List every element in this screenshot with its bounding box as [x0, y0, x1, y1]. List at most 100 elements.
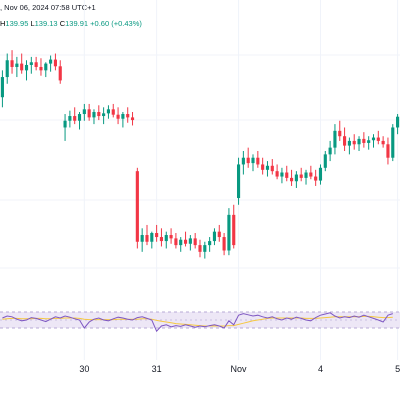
candle-body: [352, 140, 356, 145]
candle-body: [270, 165, 274, 172]
candle-body: [58, 66, 62, 81]
candle-body: [280, 172, 284, 177]
candle-body: [24, 64, 29, 71]
legend-change-value: +0.60 (+0.43%): [90, 19, 142, 28]
candle-body: [126, 114, 130, 118]
candle-body: [386, 144, 390, 158]
candle-body: [285, 172, 289, 178]
x-tick-label: 5: [395, 364, 400, 374]
candle-body: [73, 116, 77, 121]
candle-body: [251, 157, 255, 164]
rsi-pane: [0, 311, 400, 333]
candle-body: [232, 214, 236, 246]
candle-body: [155, 233, 159, 238]
candle-body: [208, 241, 212, 246]
candle-body: [135, 171, 139, 242]
x-tick-label: 4: [318, 364, 323, 374]
candle-body: [212, 231, 217, 242]
candle-body: [159, 237, 164, 242]
candle-body: [68, 116, 72, 121]
candle-body: [111, 109, 115, 115]
candle-body: [227, 214, 231, 251]
legend-high-label: H: [0, 19, 6, 28]
candle-body: [309, 172, 313, 177]
candle-body: [169, 235, 173, 239]
candle-body: [362, 138, 366, 143]
candle-body: [367, 140, 371, 143]
candle-body: [5, 60, 9, 78]
candle-body: [140, 235, 144, 242]
candle-body: [299, 174, 303, 178]
legend-close-label: C: [59, 19, 66, 28]
legend-low-value: 139.13: [34, 19, 58, 28]
x-tick-label: 31: [152, 364, 162, 374]
time-axis: 30 31 Nov 4 5: [79, 364, 400, 374]
candle-body: [241, 157, 245, 165]
candle-body: [391, 127, 395, 158]
candle-body: [261, 164, 265, 170]
candle-body: [396, 116, 400, 128]
candlestick-series: [0, 50, 400, 259]
candle-body: [265, 165, 270, 170]
candle-body: [217, 231, 221, 238]
candle-body: [357, 138, 361, 145]
candle-body: [44, 63, 48, 71]
legend-close-value: 139.91: [65, 19, 89, 28]
candle-body: [10, 60, 14, 67]
candle-body: [53, 59, 57, 67]
chart-legend-line1: , Nov 06, 2024 07:58 UTC+1: [0, 3, 96, 12]
candle-body: [20, 63, 24, 71]
x-tick-label: 30: [79, 364, 89, 374]
candle-body: [121, 114, 125, 119]
candle-body: [179, 239, 183, 246]
candle-body: [314, 176, 318, 181]
candle-body: [246, 157, 250, 164]
candle-body: [183, 239, 188, 244]
candle-body: [304, 172, 308, 178]
candle-body: [0, 77, 4, 98]
candle-body: [290, 177, 294, 182]
candle-body: [150, 233, 154, 242]
candle-body: [193, 238, 197, 246]
candle-body: [92, 112, 96, 118]
candle-body: [236, 164, 241, 199]
candle-body: [347, 140, 351, 146]
candle-body: [63, 120, 67, 128]
legend-date-time: , Nov 06, 2024 07:58 UTC+1: [0, 3, 96, 12]
candle-body: [116, 114, 120, 119]
candle-body: [77, 114, 82, 121]
candle-body: [294, 174, 298, 182]
candle-body: [130, 117, 135, 121]
candle-body: [371, 137, 376, 141]
candle-body: [198, 245, 202, 252]
chart-legend-ohlc: H139.95 L139.13 C139.91 +0.60 (+0.43%): [0, 19, 142, 28]
candle-body: [338, 130, 342, 137]
candle-body: [222, 237, 226, 251]
legend-low-label: L: [30, 19, 35, 28]
candle-body: [102, 113, 106, 117]
candle-body: [87, 109, 91, 118]
candle-body: [256, 157, 260, 165]
candle-body: [323, 154, 327, 168]
candle-body: [188, 238, 192, 244]
candle-body: [39, 66, 43, 71]
x-tick-label: Nov: [231, 364, 248, 374]
candle-body: [145, 235, 149, 242]
legend-high-value: 139.95: [5, 19, 29, 28]
candle-body: [15, 63, 19, 67]
candle-body: [381, 140, 385, 145]
candle-body: [97, 112, 101, 117]
candle-body: [318, 167, 323, 181]
candle-body: [82, 109, 86, 115]
chart-grid: [0, 0, 400, 360]
candle-body: [106, 109, 110, 114]
rsi-line: [2, 312, 393, 333]
candle-body: [49, 59, 53, 64]
candle-body: [29, 62, 33, 65]
candle-body: [328, 147, 332, 155]
candle-body: [203, 245, 207, 252]
candle-body: [275, 171, 279, 177]
candle-body: [174, 238, 178, 246]
candle-body: [34, 62, 38, 67]
